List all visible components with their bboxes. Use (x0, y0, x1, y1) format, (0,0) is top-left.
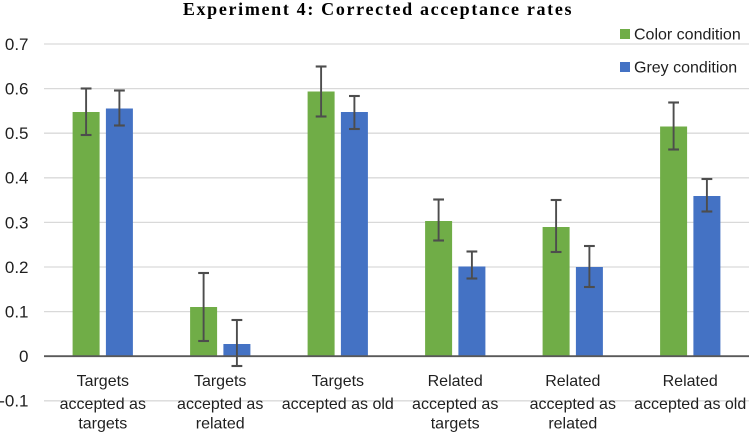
svg-text:Targets: Targets (312, 373, 364, 390)
svg-text:0.7: 0.7 (5, 35, 29, 54)
svg-text:targets: targets (431, 416, 480, 432)
svg-text:Grey condition: Grey condition (634, 60, 737, 77)
svg-text:-0.1: -0.1 (0, 392, 29, 411)
svg-text:accepted as: accepted as (530, 396, 616, 413)
svg-text:accepted as old: accepted as old (282, 396, 394, 413)
svg-text:0.5: 0.5 (5, 124, 29, 143)
svg-text:Related: Related (663, 373, 718, 390)
svg-text:Targets: Targets (194, 373, 246, 390)
svg-text:targets: targets (78, 416, 127, 432)
svg-text:0.2: 0.2 (5, 258, 29, 277)
svg-text:Targets: Targets (77, 373, 129, 390)
svg-text:Related: Related (428, 373, 483, 390)
svg-text:Color condition: Color condition (634, 27, 741, 44)
svg-text:0: 0 (19, 347, 28, 366)
svg-text:Experiment 4: Corrected accept: Experiment 4: Corrected acceptance rates (183, 0, 573, 19)
svg-text:accepted as: accepted as (412, 396, 498, 413)
svg-text:related: related (548, 416, 597, 432)
svg-text:accepted as: accepted as (177, 396, 263, 413)
svg-text:0.6: 0.6 (5, 80, 29, 99)
svg-text:accepted as old: accepted as old (634, 396, 746, 413)
svg-text:0.3: 0.3 (5, 213, 29, 232)
svg-text:Related: Related (545, 373, 600, 390)
svg-text:0.1: 0.1 (5, 303, 29, 322)
svg-text:related: related (196, 416, 245, 432)
svg-text:accepted as: accepted as (60, 396, 146, 413)
svg-text:0.4: 0.4 (5, 169, 29, 188)
